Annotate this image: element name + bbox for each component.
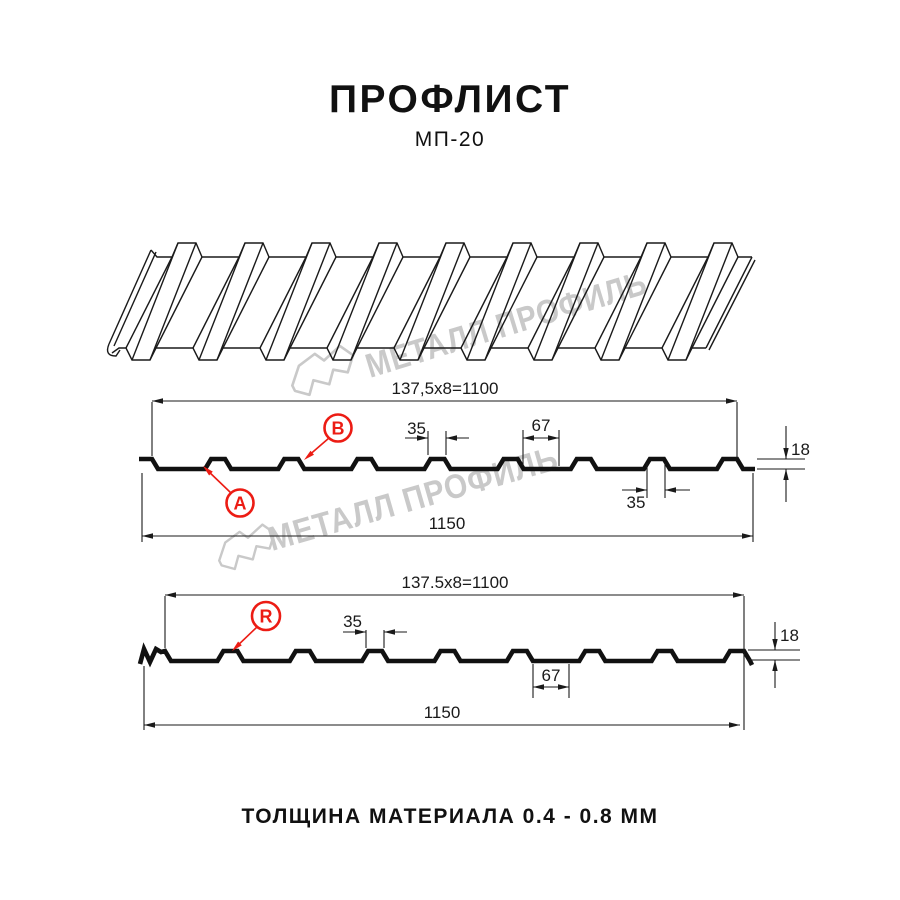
dim-module-1: 137,5x8=1100 [392,379,499,398]
dim-rib-top-width-1: 35 [407,419,426,438]
dim-rib-bottom-width-1: 35 [627,493,646,512]
side-r-label: R [260,607,273,627]
dim-flange-width-1: 67 [532,416,551,435]
dim-rib-top-width-2: 35 [343,612,362,631]
dim-overall-width-1: 1150 [429,514,466,533]
thickness-note: ТОЛЩИНА МАТЕРИАЛА 0.4 - 0.8 ММ [241,805,658,828]
technical-drawing: МЕТАЛЛ ПРОФИЛЬ МЕТАЛЛ ПРОФИЛЬ ПРОФЛИСТ М… [0,0,900,900]
side-a-label: A [234,494,247,514]
profile-outline-1 [139,459,755,469]
cross-section-diagram-ab: 137,5x8=1100 35 67 35 18 1150 A B [139,379,810,542]
dim-flange-width-2: 67 [542,666,561,685]
dim-overall-width-2: 1150 [424,703,461,722]
metall-profil-logo-icon [292,346,353,395]
watermark-metall-profil: МЕТАЛЛ ПРОФИЛЬ [292,264,651,395]
watermark-text: МЕТАЛЛ ПРОФИЛЬ [361,264,651,386]
product-drawing-page: МЕТАЛЛ ПРОФИЛЬ МЕТАЛЛ ПРОФИЛЬ ПРОФЛИСТ М… [0,0,900,900]
side-b-label: B [332,419,345,439]
dim-module-2: 137.5x8=1100 [402,573,509,592]
page-header: ПРОФЛИСТ МП-20 [329,78,571,151]
dim-profile-height-1: 18 [791,440,810,459]
page-subtitle: МП-20 [415,128,485,151]
cross-section-diagram-r: 137.5x8=1100 35 67 18 1150 R [140,573,800,730]
profile-outline-2 [140,649,752,665]
page-title: ПРОФЛИСТ [329,78,571,121]
dim-profile-height-2: 18 [780,626,799,645]
